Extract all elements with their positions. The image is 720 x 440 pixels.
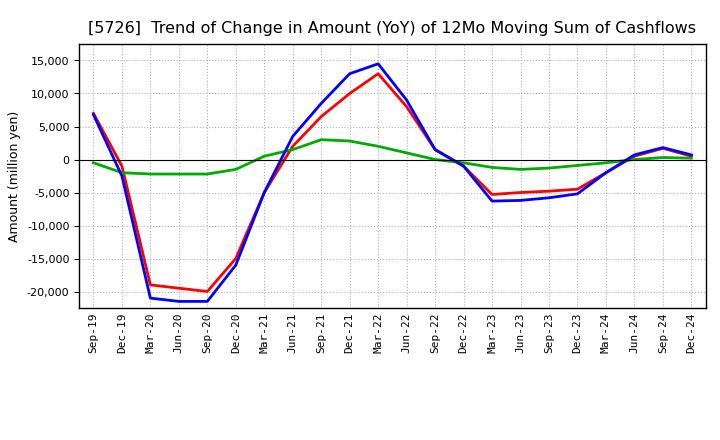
Operating Cashflow [117,164,126,169]
Free Cashflow [174,299,183,304]
Investing Cashflow [459,160,468,165]
Investing Cashflow [659,155,667,160]
Free Cashflow [487,198,496,204]
Free Cashflow [516,198,525,203]
Free Cashflow [573,191,582,196]
Operating Cashflow [174,286,183,291]
Operating Cashflow [687,154,696,159]
Investing Cashflow [260,154,269,159]
Operating Cashflow [402,104,411,110]
Operating Cashflow [573,187,582,192]
Free Cashflow [146,296,155,301]
Y-axis label: Amount (million yen): Amount (million yen) [9,110,22,242]
Free Cashflow [431,147,439,152]
Operating Cashflow [146,282,155,288]
Investing Cashflow [402,150,411,156]
Operating Cashflow [289,143,297,149]
Investing Cashflow [289,147,297,152]
Free Cashflow [346,71,354,77]
Investing Cashflow [516,167,525,172]
Operating Cashflow [260,190,269,195]
Free Cashflow [374,61,382,66]
Operating Cashflow [602,170,611,175]
Free Cashflow [317,101,325,106]
Operating Cashflow [516,190,525,195]
Free Cashflow [289,134,297,139]
Free Cashflow [260,190,269,195]
Investing Cashflow [203,171,212,176]
Operating Cashflow [317,114,325,119]
Investing Cashflow [630,157,639,162]
Operating Cashflow [659,146,667,151]
Operating Cashflow [545,188,554,194]
Operating Cashflow [374,71,382,77]
Line: Free Cashflow: Free Cashflow [94,64,691,301]
Investing Cashflow [431,157,439,162]
Free Cashflow [232,262,240,268]
Line: Investing Cashflow: Investing Cashflow [94,140,691,174]
Free Cashflow [203,299,212,304]
Operating Cashflow [431,147,439,152]
Operating Cashflow [487,192,496,197]
Investing Cashflow [174,171,183,176]
Free Cashflow [602,170,611,175]
Free Cashflow [459,164,468,169]
Investing Cashflow [545,165,554,171]
Free Cashflow [545,195,554,201]
Investing Cashflow [146,171,155,176]
Investing Cashflow [232,167,240,172]
Operating Cashflow [459,164,468,169]
Line: Operating Cashflow: Operating Cashflow [94,73,691,292]
Free Cashflow [89,112,98,117]
Title: [5726]  Trend of Change in Amount (YoY) of 12Mo Moving Sum of Cashflows: [5726] Trend of Change in Amount (YoY) o… [89,21,696,36]
Operating Cashflow [89,111,98,116]
Investing Cashflow [573,163,582,168]
Operating Cashflow [203,289,212,294]
Investing Cashflow [487,165,496,170]
Investing Cashflow [317,137,325,143]
Free Cashflow [687,152,696,158]
Investing Cashflow [89,160,98,165]
Investing Cashflow [117,170,126,175]
Free Cashflow [117,173,126,179]
Operating Cashflow [346,91,354,96]
Free Cashflow [402,97,411,103]
Free Cashflow [659,145,667,150]
Investing Cashflow [374,143,382,149]
Investing Cashflow [346,138,354,143]
Operating Cashflow [630,154,639,159]
Operating Cashflow [232,256,240,261]
Investing Cashflow [602,160,611,165]
Investing Cashflow [687,156,696,161]
Free Cashflow [630,152,639,158]
